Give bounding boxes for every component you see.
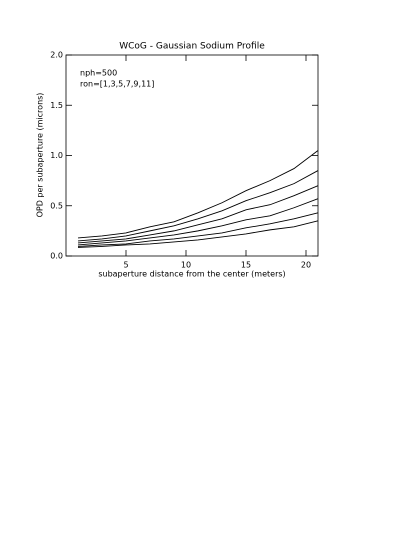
x-tick-label: 10 (181, 261, 191, 270)
x-axis-label: subaperture distance from the center (me… (98, 270, 285, 279)
y-tick-label: 1.5 (50, 101, 63, 110)
series-line (77, 150, 319, 239)
x-tick-label: 20 (301, 261, 311, 270)
series-line (77, 198, 319, 246)
series-line (77, 220, 319, 248)
x-tick-label: 15 (241, 261, 251, 270)
annotation: ron=[1,3,5,7,9,11] (80, 80, 154, 89)
y-tick-label: 1.0 (50, 151, 63, 160)
series-line (77, 185, 319, 244)
x-tick-label: 5 (123, 261, 128, 270)
series-line (77, 212, 319, 247)
y-tick-label: 2.0 (50, 51, 63, 60)
y-tick-label: 0.0 (50, 252, 63, 261)
annotation: nph=500 (80, 69, 117, 78)
y-axis-label: OPD per subaperture (microns) (36, 93, 45, 218)
y-tick-label: 0.5 (50, 201, 63, 210)
series-line (77, 170, 319, 242)
chart-title: WCoG - Gaussian Sodium Profile (119, 42, 265, 52)
